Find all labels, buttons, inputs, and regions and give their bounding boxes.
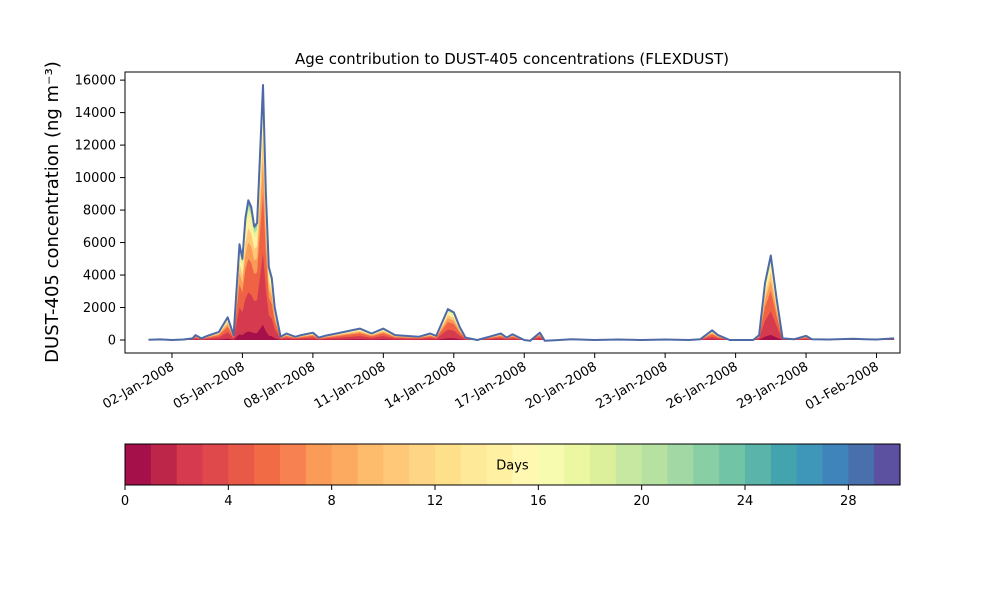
colorbar-segment [564,444,591,485]
colorbar-segment [512,444,539,485]
colorbar-segment [383,444,410,485]
colorbar-label: Days [496,459,529,474]
colorbar-tick-label: 0 [121,494,129,509]
y-tick-label: 2000 [83,301,116,316]
y-tick-label: 0 [108,334,116,349]
y-tick-label: 10000 [75,171,116,186]
colorbar-segment [641,444,669,485]
colorbar-tick-label: 20 [633,494,650,509]
colorbar-segment [280,444,307,485]
colorbar-segment [150,444,178,485]
colorbar-segment [176,444,204,485]
y-tick-label: 6000 [83,236,116,251]
colorbar-segment [874,444,901,485]
colorbar-tick-label: 8 [328,494,336,509]
colorbar: Days 0 4 8 12 16 20 24 28 [121,443,901,509]
colorbar-segment [254,444,281,485]
colorbar-segment [615,444,643,485]
colorbar-segment [667,444,694,485]
colorbar-frame [124,443,901,486]
colorbar-segment [125,444,152,485]
colorbar-segment [745,444,772,485]
chart-title: Age contribution to DUST-405 concentrati… [295,50,729,68]
y-axis-label: DUST-405 concentration (ng m⁻³) [42,61,63,363]
colorbar-segment [486,444,514,485]
colorbar-tick-label: 4 [224,494,232,509]
colorbar-segment [848,444,875,485]
y-tick-label: 12000 [75,139,116,154]
colorbar-tick-label: 24 [737,494,754,509]
colorbar-tick-label: 28 [840,494,857,509]
y-tick-label: 16000 [75,74,116,89]
colorbar-segment [538,444,565,485]
y-tick-label: 14000 [75,106,116,121]
colorbar-tick-label: 12 [427,494,444,509]
colorbar-segment [228,444,255,485]
colorbar-tick-label: 16 [530,494,547,509]
y-tick-label: 4000 [83,269,116,284]
total-concentration-line [148,84,895,342]
colorbar-segment [409,444,436,485]
colorbar-segment [770,444,798,485]
colorbar-segment [693,444,720,485]
colorbar-segment [305,444,333,485]
colorbar-segment [719,444,746,485]
y-tick-label: 8000 [83,204,116,219]
plot-frame [124,71,901,354]
colorbar-segment [822,444,849,485]
colorbar-segment [796,444,824,485]
colorbar-segment [435,444,462,485]
colorbar-segment [331,444,359,485]
colorbar-segment [590,444,617,485]
colorbar-segment [460,444,488,485]
colorbar-segment [357,444,384,485]
colorbar-segment [202,444,229,485]
